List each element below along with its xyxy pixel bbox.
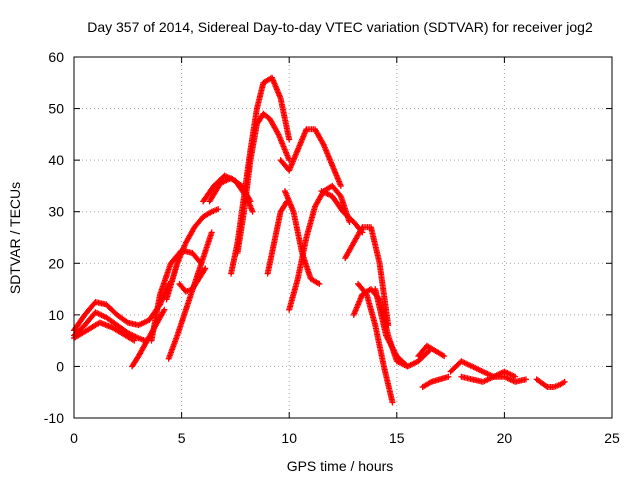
data-point xyxy=(337,182,344,189)
data-point xyxy=(424,349,431,356)
series-arc-t xyxy=(355,280,396,406)
x-tick-label: 10 xyxy=(281,430,297,446)
data-point xyxy=(561,378,568,385)
grid xyxy=(73,56,613,419)
y-axis-label: SDTVAR / TECUs xyxy=(7,182,23,294)
data-point xyxy=(512,373,519,380)
series-arc-c xyxy=(71,319,138,344)
series-arc-z xyxy=(533,376,568,391)
data-points xyxy=(71,74,568,406)
y-tick-label: 10 xyxy=(48,307,64,323)
data-point xyxy=(161,306,168,313)
y-tick-label: 0 xyxy=(56,358,64,374)
x-axis-label: GPS time / hours xyxy=(287,458,394,474)
series-arc-h xyxy=(176,265,209,295)
chart-title: Day 357 of 2014, Sidereal Day-to-day VTE… xyxy=(87,19,593,35)
series-arc-b xyxy=(71,309,149,344)
series-arc-p xyxy=(286,182,353,313)
data-point xyxy=(389,399,396,406)
data-point xyxy=(201,266,208,273)
y-tick-label: 50 xyxy=(48,101,64,117)
x-tick-label: 15 xyxy=(389,430,405,446)
plot-frame xyxy=(73,56,613,419)
x-tick-label: 25 xyxy=(604,430,620,446)
data-point xyxy=(249,208,256,215)
series-arc-n xyxy=(277,126,344,189)
series-arc-v xyxy=(419,373,452,391)
x-tick-label: 0 xyxy=(70,430,78,446)
series-arc-w xyxy=(415,342,448,360)
y-tick-label: 40 xyxy=(48,152,64,168)
y-tick-labels: -10 0 10 20 30 40 50 60 xyxy=(44,49,64,426)
y-tick-label: -10 xyxy=(44,410,64,426)
x-tick-label: 20 xyxy=(497,430,513,446)
data-point xyxy=(543,383,550,390)
series-arc-y xyxy=(458,373,529,385)
series-arc-l xyxy=(234,110,293,256)
series-arc-u xyxy=(372,286,433,370)
series-arc-m xyxy=(264,198,291,277)
data-point xyxy=(247,198,254,205)
x-tick-labels: 0 5 10 15 20 25 xyxy=(70,430,620,446)
data-point xyxy=(445,373,452,380)
data-point xyxy=(441,353,448,360)
data-point xyxy=(202,265,209,272)
data-point xyxy=(123,318,130,325)
data-point xyxy=(215,206,222,213)
data-point xyxy=(522,376,529,383)
y-tick-label: 60 xyxy=(48,49,64,65)
series-arc-r xyxy=(342,224,392,329)
x-tick-label: 5 xyxy=(178,430,186,446)
data-point xyxy=(286,136,293,143)
y-tick-label: 20 xyxy=(48,255,64,271)
data-point xyxy=(131,337,138,344)
series-arc-f xyxy=(163,206,222,303)
series-arc-g xyxy=(165,229,215,362)
data-point xyxy=(208,229,215,236)
y-tick-label: 30 xyxy=(48,204,64,220)
data-point xyxy=(316,280,323,287)
